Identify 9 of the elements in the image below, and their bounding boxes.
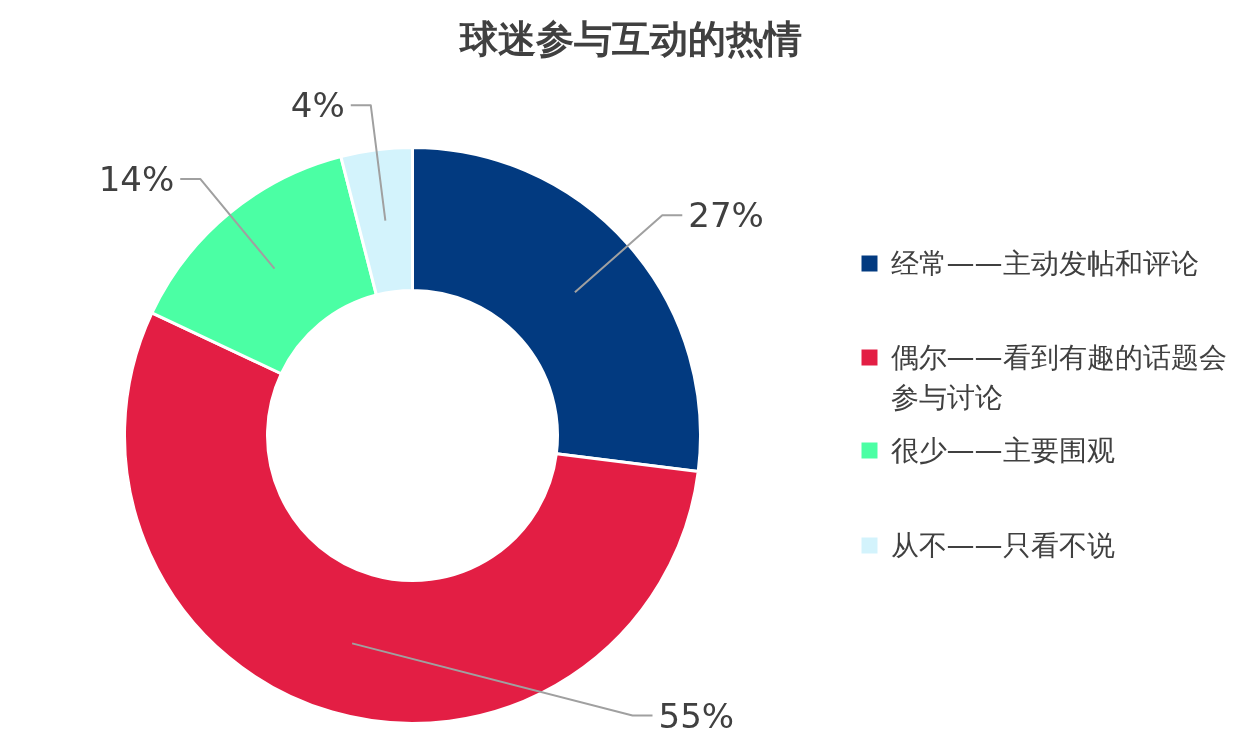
data-label: 55% (658, 695, 735, 736)
legend-label: 很少——主要围观 (890, 434, 1115, 467)
legend-label: 从不——只看不说 (890, 529, 1115, 562)
chart-title: 球迷参与互动的热情 (457, 16, 802, 61)
data-label: 27% (688, 195, 764, 236)
legend-label: 偶尔——看到有趣的话题会参与讨论 (890, 341, 1227, 414)
legend-label: 经常——主动发帖和评论 (890, 247, 1199, 280)
data-label: 4% (290, 85, 345, 126)
data-label: 14% (98, 158, 175, 199)
